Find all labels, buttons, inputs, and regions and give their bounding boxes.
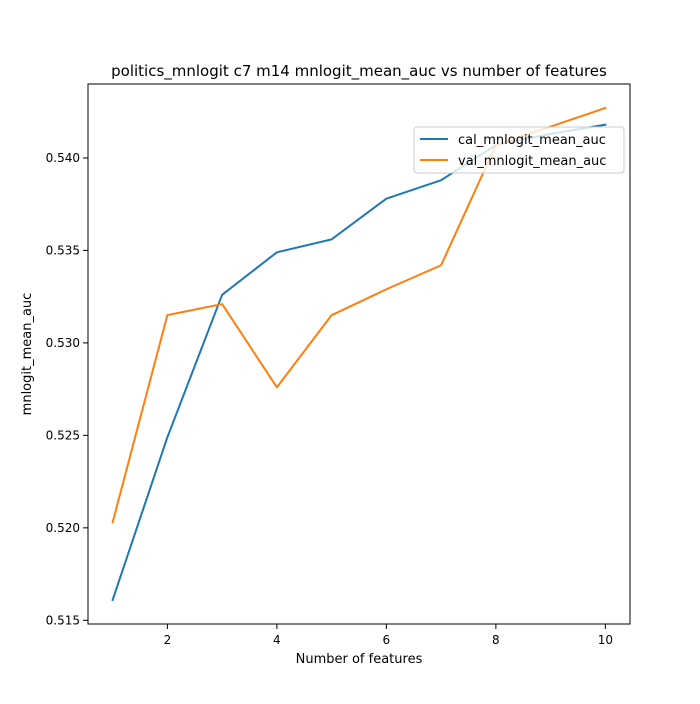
- legend-label: cal_mnlogit_mean_auc: [458, 133, 606, 148]
- x-tick-label: 4: [273, 633, 281, 647]
- x-tick-label: 10: [598, 633, 613, 647]
- y-tick-label: 0.540: [46, 151, 80, 165]
- y-tick-label: 0.515: [46, 613, 80, 627]
- legend-box: [413, 126, 625, 174]
- y-tick-label: 0.520: [46, 521, 80, 535]
- y-axis-label: mnlogit_mean_auc: [20, 293, 35, 416]
- legend-label: val_mnlogit_mean_auc: [458, 154, 606, 169]
- x-axis-label: Number of features: [296, 652, 423, 667]
- x-tick-label: 8: [492, 633, 500, 647]
- x-tick-label: 2: [164, 633, 172, 647]
- x-tick-label: 6: [383, 633, 391, 647]
- y-tick-label: 0.535: [46, 243, 80, 257]
- plot-frame: [87, 83, 631, 625]
- y-tick-label: 0.530: [46, 336, 80, 350]
- chart-title: politics_mnlogit c7 m14 mnlogit_mean_auc…: [111, 62, 607, 81]
- y-tick-label: 0.525: [46, 428, 80, 442]
- y-axis-ticks: 0.515 0.520 0.525 0.530 0.535 0.540: [46, 151, 88, 627]
- legend: cal_mnlogit_mean_auc val_mnlogit_mean_auc: [413, 126, 625, 174]
- x-axis-ticks: 2 4 6 8 10: [164, 624, 613, 647]
